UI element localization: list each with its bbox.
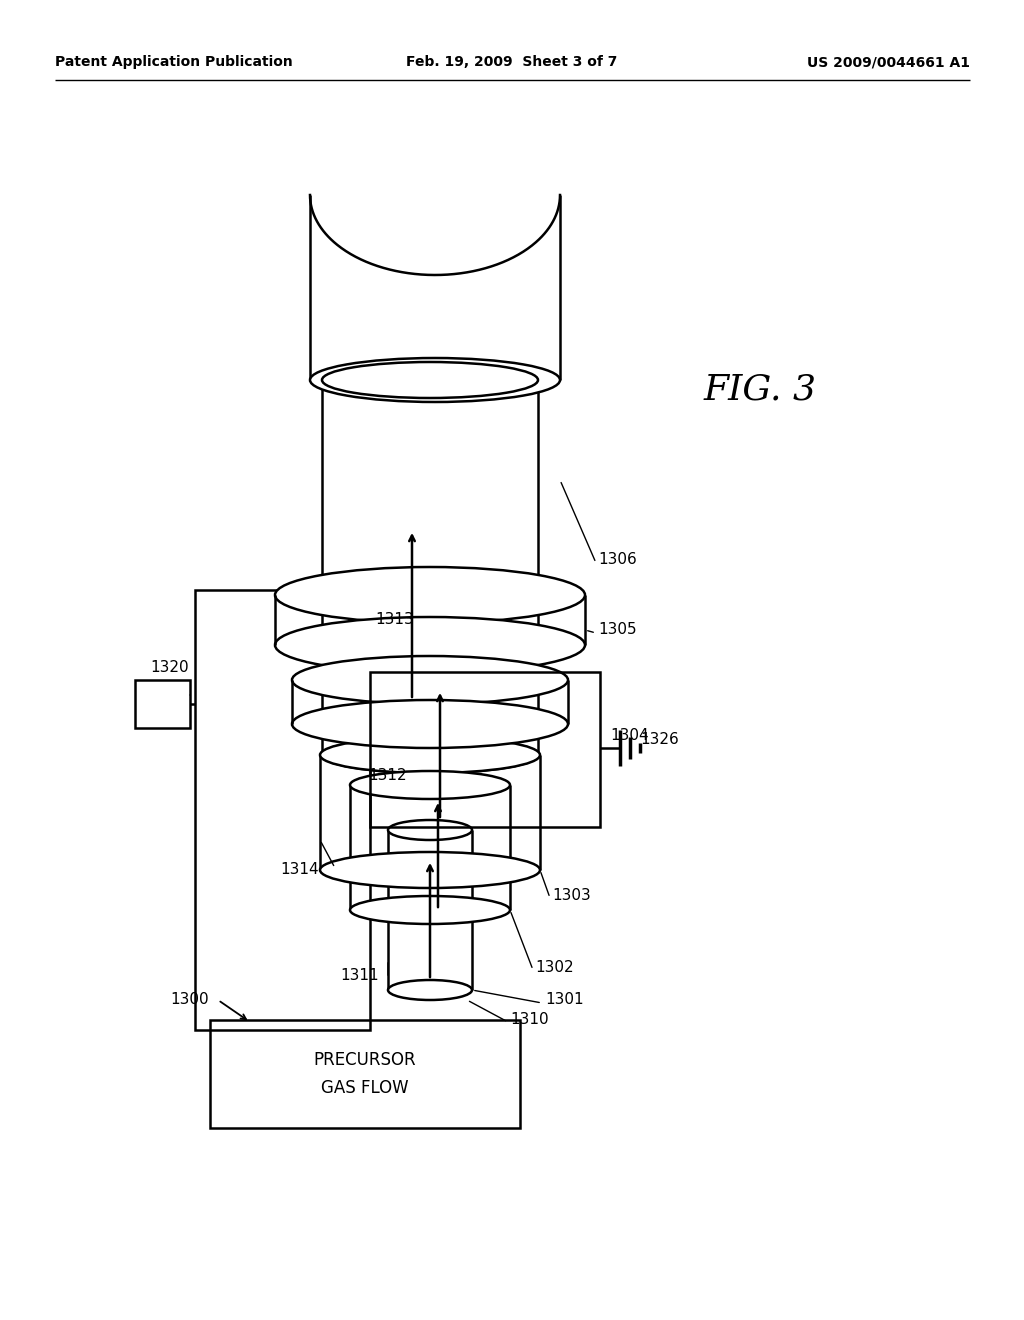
Ellipse shape (350, 771, 510, 799)
Ellipse shape (292, 656, 568, 704)
Text: PRECURSOR: PRECURSOR (313, 1051, 417, 1069)
Ellipse shape (388, 820, 472, 840)
Text: 1304: 1304 (610, 727, 648, 742)
Text: 1314: 1314 (280, 862, 318, 878)
Ellipse shape (319, 851, 540, 888)
Text: 1303: 1303 (552, 887, 591, 903)
Bar (370, 672, 600, 828)
Text: US 2009/0044661 A1: US 2009/0044661 A1 (807, 55, 970, 69)
Ellipse shape (322, 362, 538, 399)
Text: 1305: 1305 (598, 623, 637, 638)
Bar (195, 590, 370, 1030)
Text: 1320: 1320 (150, 660, 188, 676)
Ellipse shape (275, 568, 585, 623)
Ellipse shape (388, 979, 472, 1001)
Text: 1306: 1306 (598, 553, 637, 568)
Text: 1301: 1301 (545, 993, 584, 1007)
Ellipse shape (292, 700, 568, 748)
Text: 1313: 1313 (375, 612, 414, 627)
Ellipse shape (275, 616, 585, 673)
Text: 1326: 1326 (640, 733, 679, 747)
Text: 1302: 1302 (535, 960, 573, 974)
Text: 1311: 1311 (340, 968, 379, 982)
Bar (210, 1020, 520, 1129)
Ellipse shape (310, 358, 560, 403)
Text: Patent Application Publication: Patent Application Publication (55, 55, 293, 69)
Ellipse shape (322, 737, 538, 774)
Text: GAS FLOW: GAS FLOW (322, 1078, 409, 1097)
Text: 1300: 1300 (170, 993, 209, 1007)
Ellipse shape (319, 737, 540, 774)
Text: Feb. 19, 2009  Sheet 3 of 7: Feb. 19, 2009 Sheet 3 of 7 (407, 55, 617, 69)
Ellipse shape (350, 896, 510, 924)
Text: FIG. 3: FIG. 3 (703, 374, 816, 407)
Text: 1312: 1312 (368, 767, 407, 783)
Bar (135, 680, 190, 729)
Text: 1310: 1310 (510, 1012, 549, 1027)
